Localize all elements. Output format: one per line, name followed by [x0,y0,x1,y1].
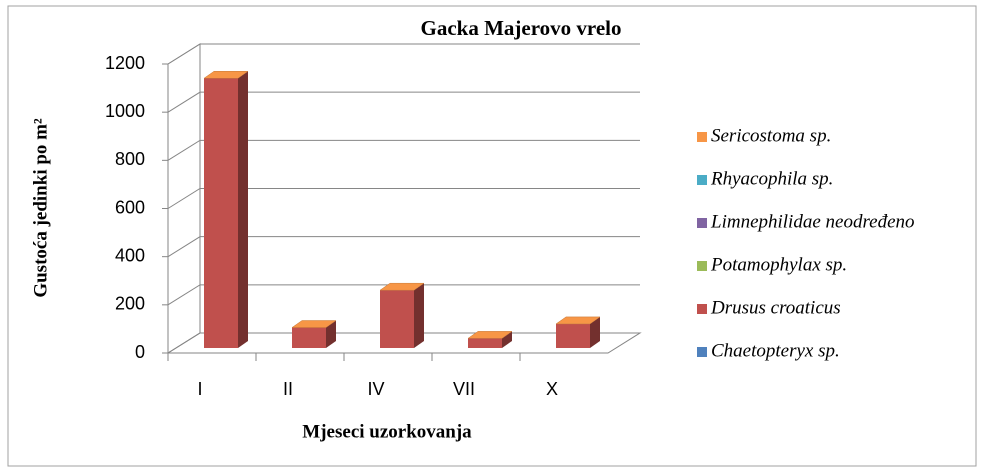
bar-top [203,71,249,79]
y-axis-label: Gustoća jedinki po m² [30,118,51,298]
bar-top [467,331,513,339]
legend-label: Sericostoma sp. [711,125,831,146]
grid-line [167,236,640,258]
x-tick-label: X [546,379,558,399]
legend-swatch [697,347,707,357]
y-tick-label: 1000 [105,101,145,121]
y-tick-label: 800 [115,149,145,169]
bar-face [502,331,512,348]
bar-top [555,316,601,325]
bar-face [204,78,238,349]
bar-face [590,316,600,348]
bar-segment [556,316,600,348]
legend-label: Rhyacophila sp. [710,168,833,189]
legend-label: Drusus croaticus [710,297,841,318]
bar-top [291,320,337,328]
bar-segment [204,71,248,349]
y-tick-label: 400 [115,245,145,265]
legend-label: Chaetopteryx sp. [711,340,840,361]
grid-line [167,188,640,209]
bar-face [414,283,424,348]
grid-line [167,139,640,161]
legend-swatch [697,175,707,185]
legend-label: Limnephilidae neodređeno [710,211,915,232]
bar-face [556,323,590,348]
legend-label: Potamophylax sp. [710,254,847,275]
x-tick-label: VII [453,379,475,399]
bar-segment [292,320,336,348]
bar-face [326,320,336,348]
legend-swatch [697,261,707,271]
x-axis-label: Mjeseci uzorkovanja [302,421,472,442]
y-tick-label: 600 [115,197,145,217]
chart-title: Gacka Majerovo vrelo [420,16,621,40]
bar-face [238,71,248,349]
bar-face [292,327,326,348]
y-tick-label: 200 [115,294,145,314]
chart-border [7,5,977,467]
grid-line [167,43,640,65]
bar-segment [380,283,424,348]
y-tick-label: 0 [135,342,145,362]
x-tick-label: IV [367,379,384,399]
legend-swatch [697,304,707,314]
bar-face [380,290,414,348]
y-tick-label: 1200 [105,53,145,73]
bar-segment [468,331,512,348]
legend-swatch [697,218,707,228]
grid-line [167,91,640,113]
x-tick-label: II [283,379,293,399]
legend-swatch [697,132,707,142]
bar-face [468,338,502,348]
bar-top [379,282,425,291]
x-tick-label: I [197,379,202,399]
grid-line [167,284,640,306]
